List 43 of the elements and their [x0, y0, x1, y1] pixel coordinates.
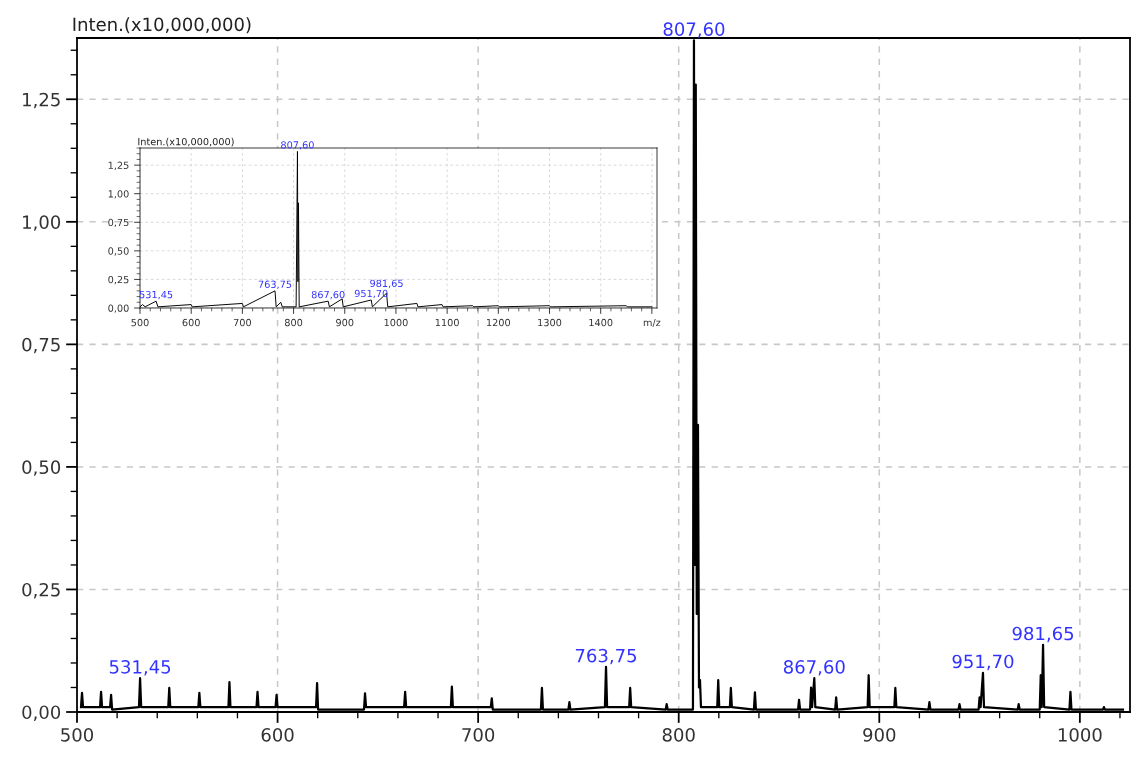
- y-tick-label: 0,00: [22, 705, 61, 721]
- x-tick-label: 600: [182, 318, 200, 327]
- x-tick-label: 1000: [384, 318, 408, 327]
- annotation: 807,60: [663, 22, 725, 38]
- x-tick-label: 700: [462, 728, 495, 742]
- x-tick-label: 500: [131, 318, 149, 327]
- annotation: 531,45: [139, 290, 173, 300]
- annotation: 531,45: [109, 660, 171, 676]
- x-tick-label: m/z: [643, 318, 661, 327]
- x-tick-label: 700: [233, 318, 252, 327]
- annotation: 763,75: [575, 648, 637, 665]
- x-tick-label: 1300: [538, 318, 562, 327]
- y-tick-label: 0,75: [108, 218, 129, 228]
- x-tick-label: 800: [662, 728, 695, 742]
- y-tick-label: 0,00: [108, 304, 129, 313]
- x-tick-label: 1200: [487, 318, 511, 327]
- x-tick-label: 500: [61, 728, 94, 742]
- y-tick-label: 1,00: [23, 215, 61, 231]
- y-tick-label: 0,50: [22, 460, 61, 476]
- annotation: 763,75: [258, 280, 292, 289]
- y-tick-label: 0,25: [108, 275, 129, 285]
- y-tick-label: 0,50: [108, 247, 129, 256]
- x-tick-label: 1100: [435, 318, 459, 327]
- annotation: 981,65: [1012, 626, 1074, 643]
- x-tick-label: 600: [261, 728, 294, 742]
- y-tick-label: 0,75: [22, 337, 60, 354]
- annotation: 867,60: [311, 290, 345, 300]
- x-tick-label: 1000: [1058, 728, 1102, 742]
- y-tick-label: 0,25: [22, 582, 60, 599]
- x-tick-label: 900: [336, 318, 354, 327]
- annotation: 951,70: [952, 654, 1014, 671]
- y-tick-label: 1,25: [108, 161, 129, 170]
- y-axis-title: Inten.(x10,000,000): [138, 137, 234, 147]
- x-tick-label: 1400: [589, 318, 613, 327]
- annotation: 951,70: [354, 289, 388, 299]
- annotation: 867,60: [783, 660, 845, 676]
- y-axis-title: Inten.(x10,000,000): [73, 17, 251, 34]
- x-tick-label: 900: [863, 728, 896, 742]
- annotation: 981,65: [370, 279, 403, 289]
- y-tick-label: 1,00: [108, 190, 129, 199]
- annotation: 807,60: [281, 141, 314, 150]
- x-tick-label: 800: [284, 318, 303, 327]
- y-tick-label: 1,25: [23, 92, 60, 109]
